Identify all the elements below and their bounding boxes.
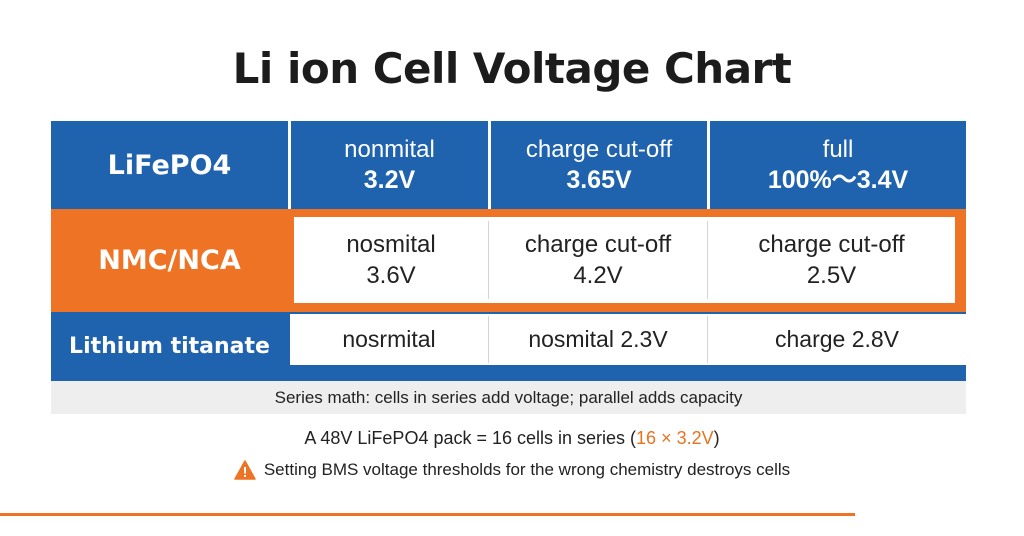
cell-label: nonmital — [344, 136, 435, 163]
row-cell-background — [290, 314, 966, 365]
table-cell: nosmital 2.3V — [528, 326, 668, 352]
table-cell: nonmital 3.2V — [291, 121, 488, 209]
warning-text: Setting BMS voltage thresholds for the w… — [263, 460, 791, 479]
pack-note-suffix: ) — [713, 428, 720, 448]
pack-note-prefix: A 48V LiFePO4 pack = 16 cells in series … — [304, 428, 637, 448]
cell-label: charge cut-off — [758, 231, 905, 258]
pack-note-highlight: 16 × 3.2V — [636, 428, 714, 448]
table-cell: charge 2.8V — [774, 326, 900, 352]
cell-value: 4.2V — [573, 262, 623, 289]
column-divider — [707, 221, 708, 299]
cell-label: nosmital — [346, 231, 436, 258]
cell-label: charge cut-off — [524, 231, 672, 258]
cell-value: 100%～3.4V — [767, 166, 909, 194]
cell-value: 3.65V — [566, 166, 632, 194]
table-cell: nosrmital — [342, 326, 436, 352]
warning-note: Setting BMS voltage thresholds for the w… — [0, 460, 1024, 480]
page-title: Li ion Cell Voltage Chart — [232, 44, 792, 93]
cell-label: full — [822, 136, 854, 163]
column-divider — [488, 221, 489, 299]
bottom-divider — [0, 513, 855, 516]
column-divider — [707, 121, 710, 209]
voltage-table: LiFePO4 nonmital 3.2V charge cut-off 3.6… — [51, 121, 966, 414]
highlight-box — [294, 217, 955, 303]
row-header-lifepo4: LiFePO4 — [107, 149, 232, 181]
series-math-note: Series math: cells in series add voltage… — [51, 381, 966, 414]
column-divider — [488, 316, 489, 363]
table-cell: charge cut-off 4.2V — [489, 217, 707, 303]
table-row-lifepo4 — [51, 121, 966, 209]
cell-label: charge cut-off — [525, 136, 673, 163]
column-divider — [488, 121, 491, 209]
table-cell: charge cut-off 3.65V — [491, 121, 707, 209]
highlight-frame — [289, 214, 961, 308]
row-header-nmc-nca: NMC/NCA — [98, 245, 241, 276]
cell-value: 3.6V — [366, 262, 416, 289]
table-cell: charge cut-off 2.5V — [708, 217, 955, 303]
row-header-lithium-titanate: Lithium titanate — [69, 334, 270, 359]
pack-example-note: A 48V LiFePO4 pack = 16 cells in series … — [0, 428, 1024, 449]
cell-value: 2.5V — [806, 262, 857, 289]
table-cell: nosmital 3.6V — [294, 217, 488, 303]
table-cell: full 100%～3.4V — [710, 121, 966, 209]
warning-triangle-icon — [234, 460, 256, 480]
column-divider — [288, 121, 291, 209]
row-bottom-strip — [51, 365, 966, 381]
cell-value: 3.2V — [363, 166, 416, 194]
column-divider — [707, 316, 708, 363]
